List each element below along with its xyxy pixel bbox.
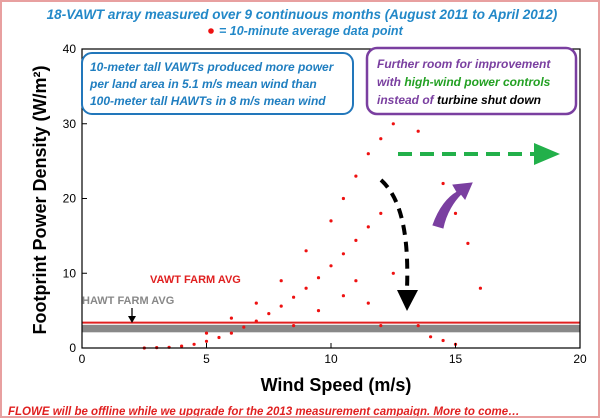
data-point	[204, 331, 209, 335]
y-tick-label: 30	[63, 117, 77, 131]
improvement-line3-a: instead of	[377, 93, 437, 107]
improvement-annotation-box: Further room for improvement with high-w…	[365, 46, 578, 116]
vawt-farm-avg-label: VAWT FARM AVG	[150, 274, 241, 286]
data-point	[366, 225, 370, 229]
data-point	[229, 316, 233, 320]
data-point	[329, 219, 333, 223]
data-point	[341, 252, 345, 256]
data-point	[254, 301, 258, 305]
data-point	[279, 279, 283, 283]
y-tick-labels: 0 10 20 30 40	[63, 42, 77, 355]
improvement-box-line-2: with high-wind power controls	[377, 75, 551, 89]
vawt-box-line-3: 100-meter tall HAWTs in 8 m/s mean wind	[90, 94, 326, 108]
vawt-box-line-1: 10-meter tall VAWTs produced more power	[90, 60, 335, 74]
reference-lines	[82, 321, 580, 333]
data-point	[242, 325, 246, 329]
data-point	[304, 286, 308, 290]
x-tick-label: 10	[324, 352, 338, 366]
hawt-farm-avg-label: HAWT FARM AVG	[82, 295, 174, 307]
data-point	[229, 331, 233, 335]
x-tick-label: 20	[573, 352, 587, 366]
data-point	[316, 276, 321, 280]
vawt-annotation-box: 10-meter tall VAWTs produced more power …	[81, 52, 354, 115]
improvement-box-line-3: instead of turbine shut down	[377, 93, 541, 107]
axes	[81, 48, 581, 349]
legend-label: = 10-minute average data point	[219, 24, 404, 38]
data-point	[180, 344, 184, 348]
y-tick-label: 40	[63, 42, 77, 56]
data-point	[217, 335, 221, 340]
data-point	[441, 181, 445, 186]
data-point	[466, 241, 470, 245]
data-point	[416, 324, 420, 328]
data-point	[478, 286, 482, 290]
data-point	[279, 304, 283, 308]
data-point	[416, 129, 420, 133]
improvement-line2-b: high-wind power controls	[404, 75, 550, 89]
data-point	[341, 294, 345, 298]
data-point	[366, 301, 370, 305]
data-point	[316, 309, 321, 313]
data-point	[453, 211, 458, 215]
data-point	[292, 295, 296, 299]
data-point	[354, 279, 358, 283]
purple-curved-arrow	[432, 182, 473, 229]
improvement-line3-b: turbine shut down	[437, 93, 541, 107]
data-point	[366, 152, 370, 156]
data-point	[204, 339, 209, 343]
chart-title: 18-VAWT array measured over 9 continuous…	[47, 7, 558, 22]
y-tick-label: 10	[63, 266, 77, 280]
data-point	[192, 342, 196, 346]
data-point	[304, 249, 308, 253]
improvement-box-line-1: Further room for improvement	[377, 57, 551, 71]
x-tick-labels: 0 5 10 15 20	[79, 352, 587, 366]
data-point	[354, 238, 358, 242]
legend-marker	[208, 28, 214, 34]
data-point	[441, 338, 445, 343]
data-point	[267, 312, 271, 316]
x-tick-label: 15	[449, 352, 463, 366]
data-point	[429, 335, 433, 339]
data-point	[254, 319, 258, 323]
black-dashed-arrow	[379, 178, 418, 311]
data-point	[292, 324, 296, 328]
y-axis-label: Footprint Power Density (W/m²)	[30, 66, 50, 335]
data-point	[391, 122, 395, 126]
y-tick-label: 0	[69, 341, 76, 355]
hawt-avg-pointer-arrow	[128, 308, 136, 323]
green-dashed-arrow	[398, 143, 560, 165]
x-tick-label: 0	[79, 352, 86, 366]
vawt-box-line-2: per land area in 5.1 m/s mean wind than	[89, 77, 317, 91]
footer-note: FLOWE will be offline while we upgrade f…	[8, 406, 520, 418]
hawt-farm-avg-band	[82, 324, 580, 333]
data-point	[379, 137, 383, 141]
x-axis-label: Wind Speed (m/s)	[261, 375, 412, 395]
data-point	[379, 211, 383, 215]
data-point	[354, 174, 358, 178]
x-tick-label: 5	[203, 352, 210, 366]
data-point	[329, 264, 333, 268]
legend: = 10-minute average data point	[208, 24, 404, 38]
y-tick-label: 20	[63, 192, 77, 206]
data-point	[341, 196, 345, 201]
data-point	[379, 324, 383, 328]
data-point	[391, 271, 395, 275]
improvement-line2-a: with	[377, 75, 404, 89]
